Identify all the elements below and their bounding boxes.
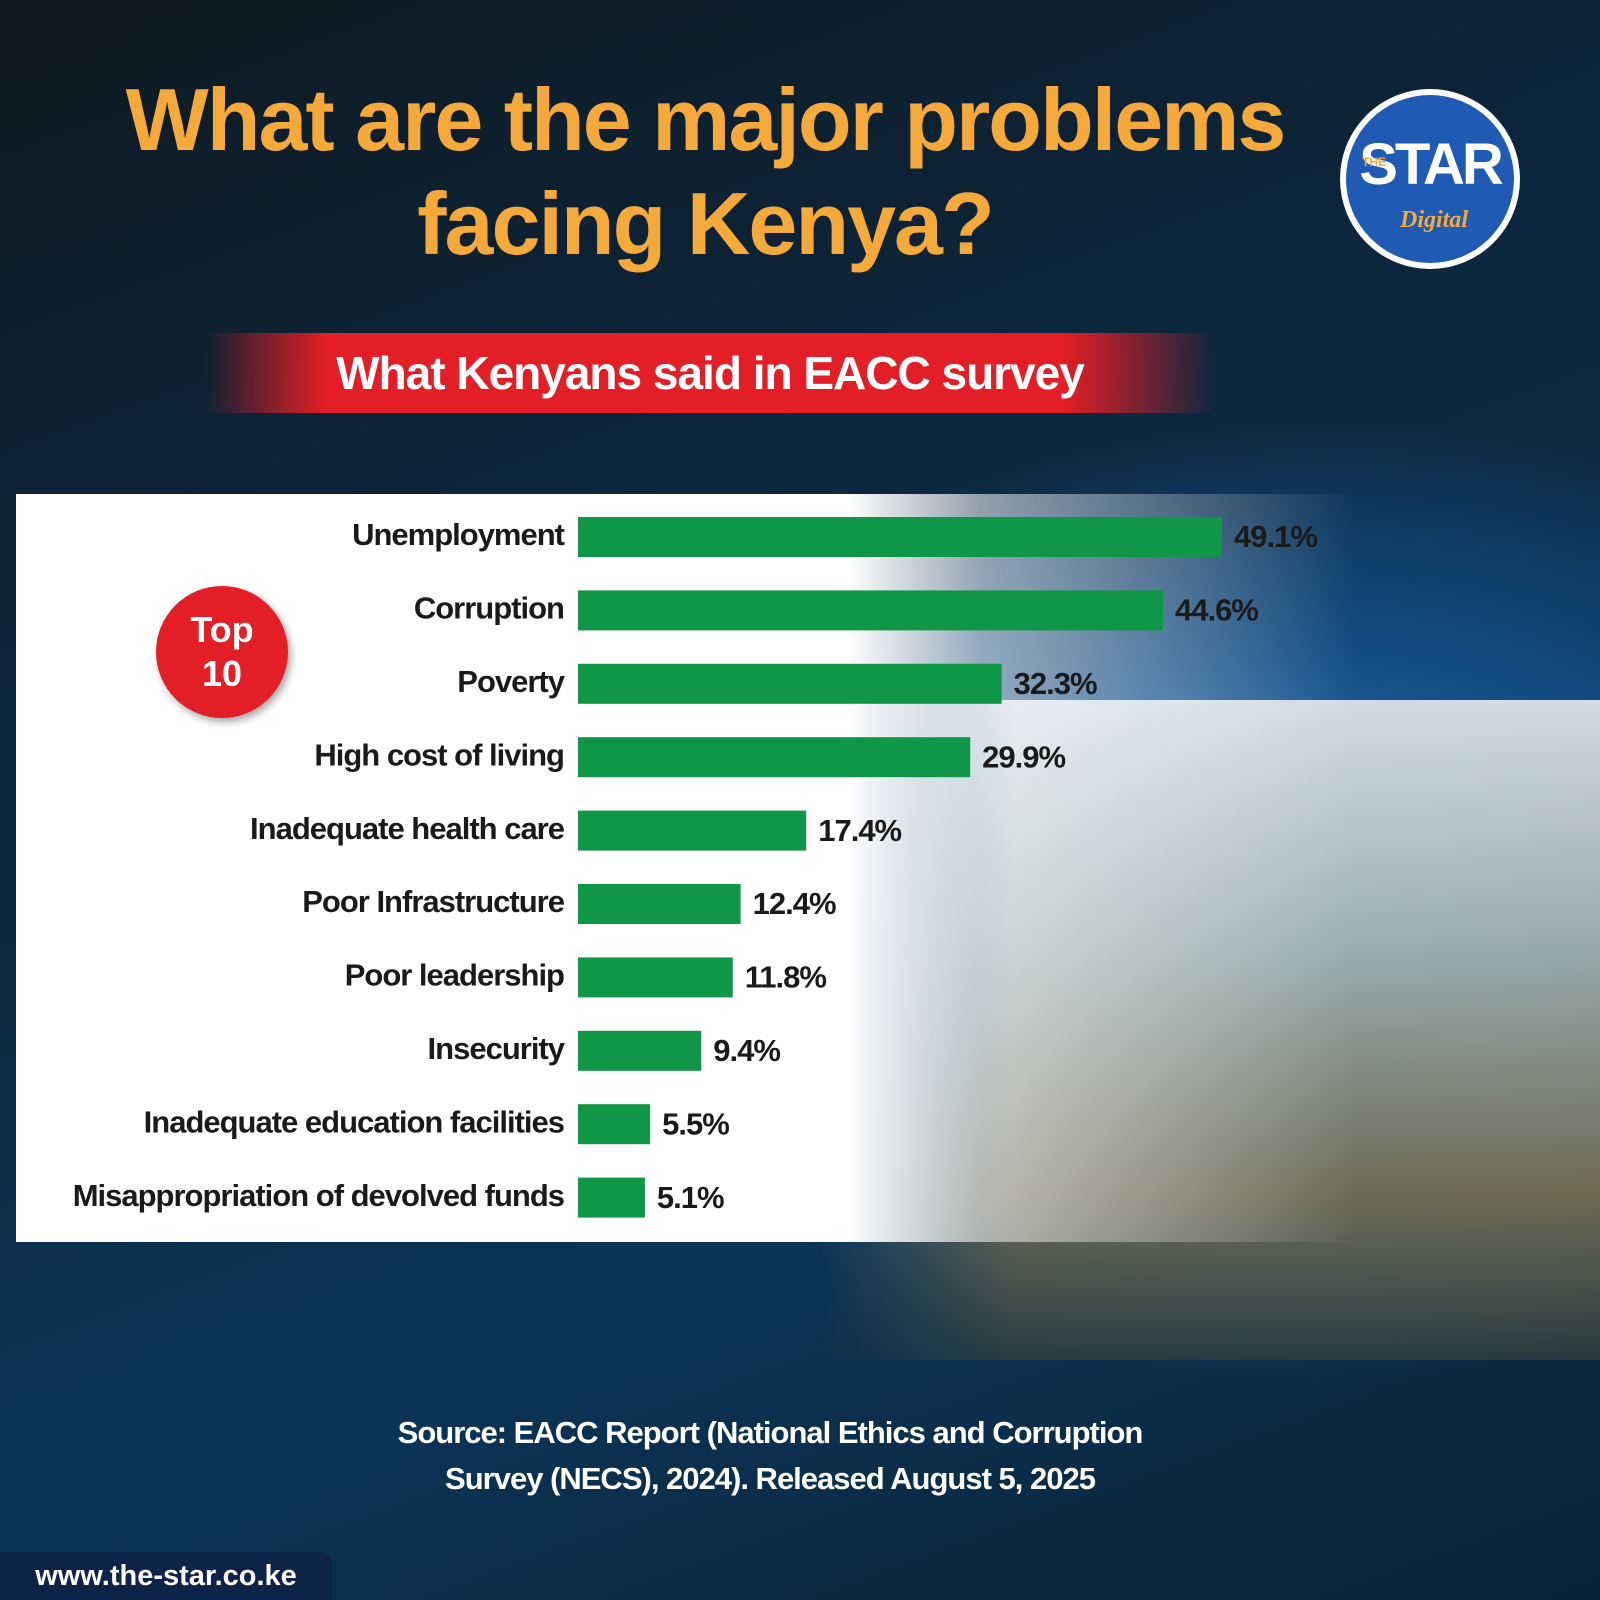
subtitle-band bbox=[205, 333, 1215, 413]
category-label: Misappropriation of devolved funds bbox=[73, 1178, 564, 1213]
logo-tag: Digital bbox=[1400, 207, 1469, 233]
category-label: Corruption bbox=[414, 591, 564, 626]
subtitle: What Kenyans said in EACC survey bbox=[336, 347, 1085, 399]
value-label: 32.3% bbox=[1014, 666, 1097, 701]
bar bbox=[578, 957, 733, 998]
bar bbox=[578, 517, 1222, 557]
category-label: Insecurity bbox=[428, 1031, 566, 1066]
chart: Unemployment 49.1% Corruption 44.6% Poverty 3… bbox=[73, 517, 1318, 1218]
title: What are the major problems facing Kenya… bbox=[125, 70, 1287, 273]
category-label: Poverty bbox=[457, 664, 565, 699]
bar bbox=[578, 1104, 651, 1145]
logo-disc bbox=[1346, 95, 1514, 263]
badge-text: Top 10 bbox=[190, 609, 254, 694]
category-label: High cost of living bbox=[314, 737, 564, 772]
bar bbox=[578, 1030, 702, 1071]
value-label: 12.4% bbox=[753, 886, 836, 921]
value-label: 5.1% bbox=[657, 1180, 724, 1215]
value-label: 49.1% bbox=[1234, 519, 1317, 554]
bar bbox=[578, 737, 971, 778]
value-label: 29.9% bbox=[982, 739, 1065, 774]
value-label: 9.4% bbox=[713, 1033, 780, 1068]
logo-name: STAR bbox=[1359, 132, 1504, 197]
bar bbox=[578, 810, 807, 851]
logo: STAR THE Digital bbox=[1340, 89, 1520, 269]
bar bbox=[578, 663, 1002, 704]
category-label: Poor leadership bbox=[345, 958, 564, 993]
value-label: 44.6% bbox=[1175, 593, 1258, 628]
bar bbox=[578, 884, 741, 924]
value-label: 5.5% bbox=[662, 1106, 729, 1141]
logo-small: THE bbox=[1362, 155, 1386, 169]
badge: Top 10 bbox=[156, 586, 288, 718]
category-label: Poor Infrastructure bbox=[302, 884, 565, 919]
website: www.the-star.co.ke bbox=[0, 1552, 332, 1600]
value-label: 11.8% bbox=[745, 960, 827, 995]
source: Source: EACC Report (National Ethics and… bbox=[397, 1415, 1144, 1496]
category-label: Inadequate health care bbox=[250, 811, 565, 846]
value-label: 17.4% bbox=[818, 813, 901, 848]
category-label: Unemployment bbox=[352, 517, 565, 552]
category-label: Inadequate education facilities bbox=[144, 1104, 564, 1139]
bar bbox=[578, 1177, 645, 1218]
bar bbox=[578, 590, 1163, 631]
